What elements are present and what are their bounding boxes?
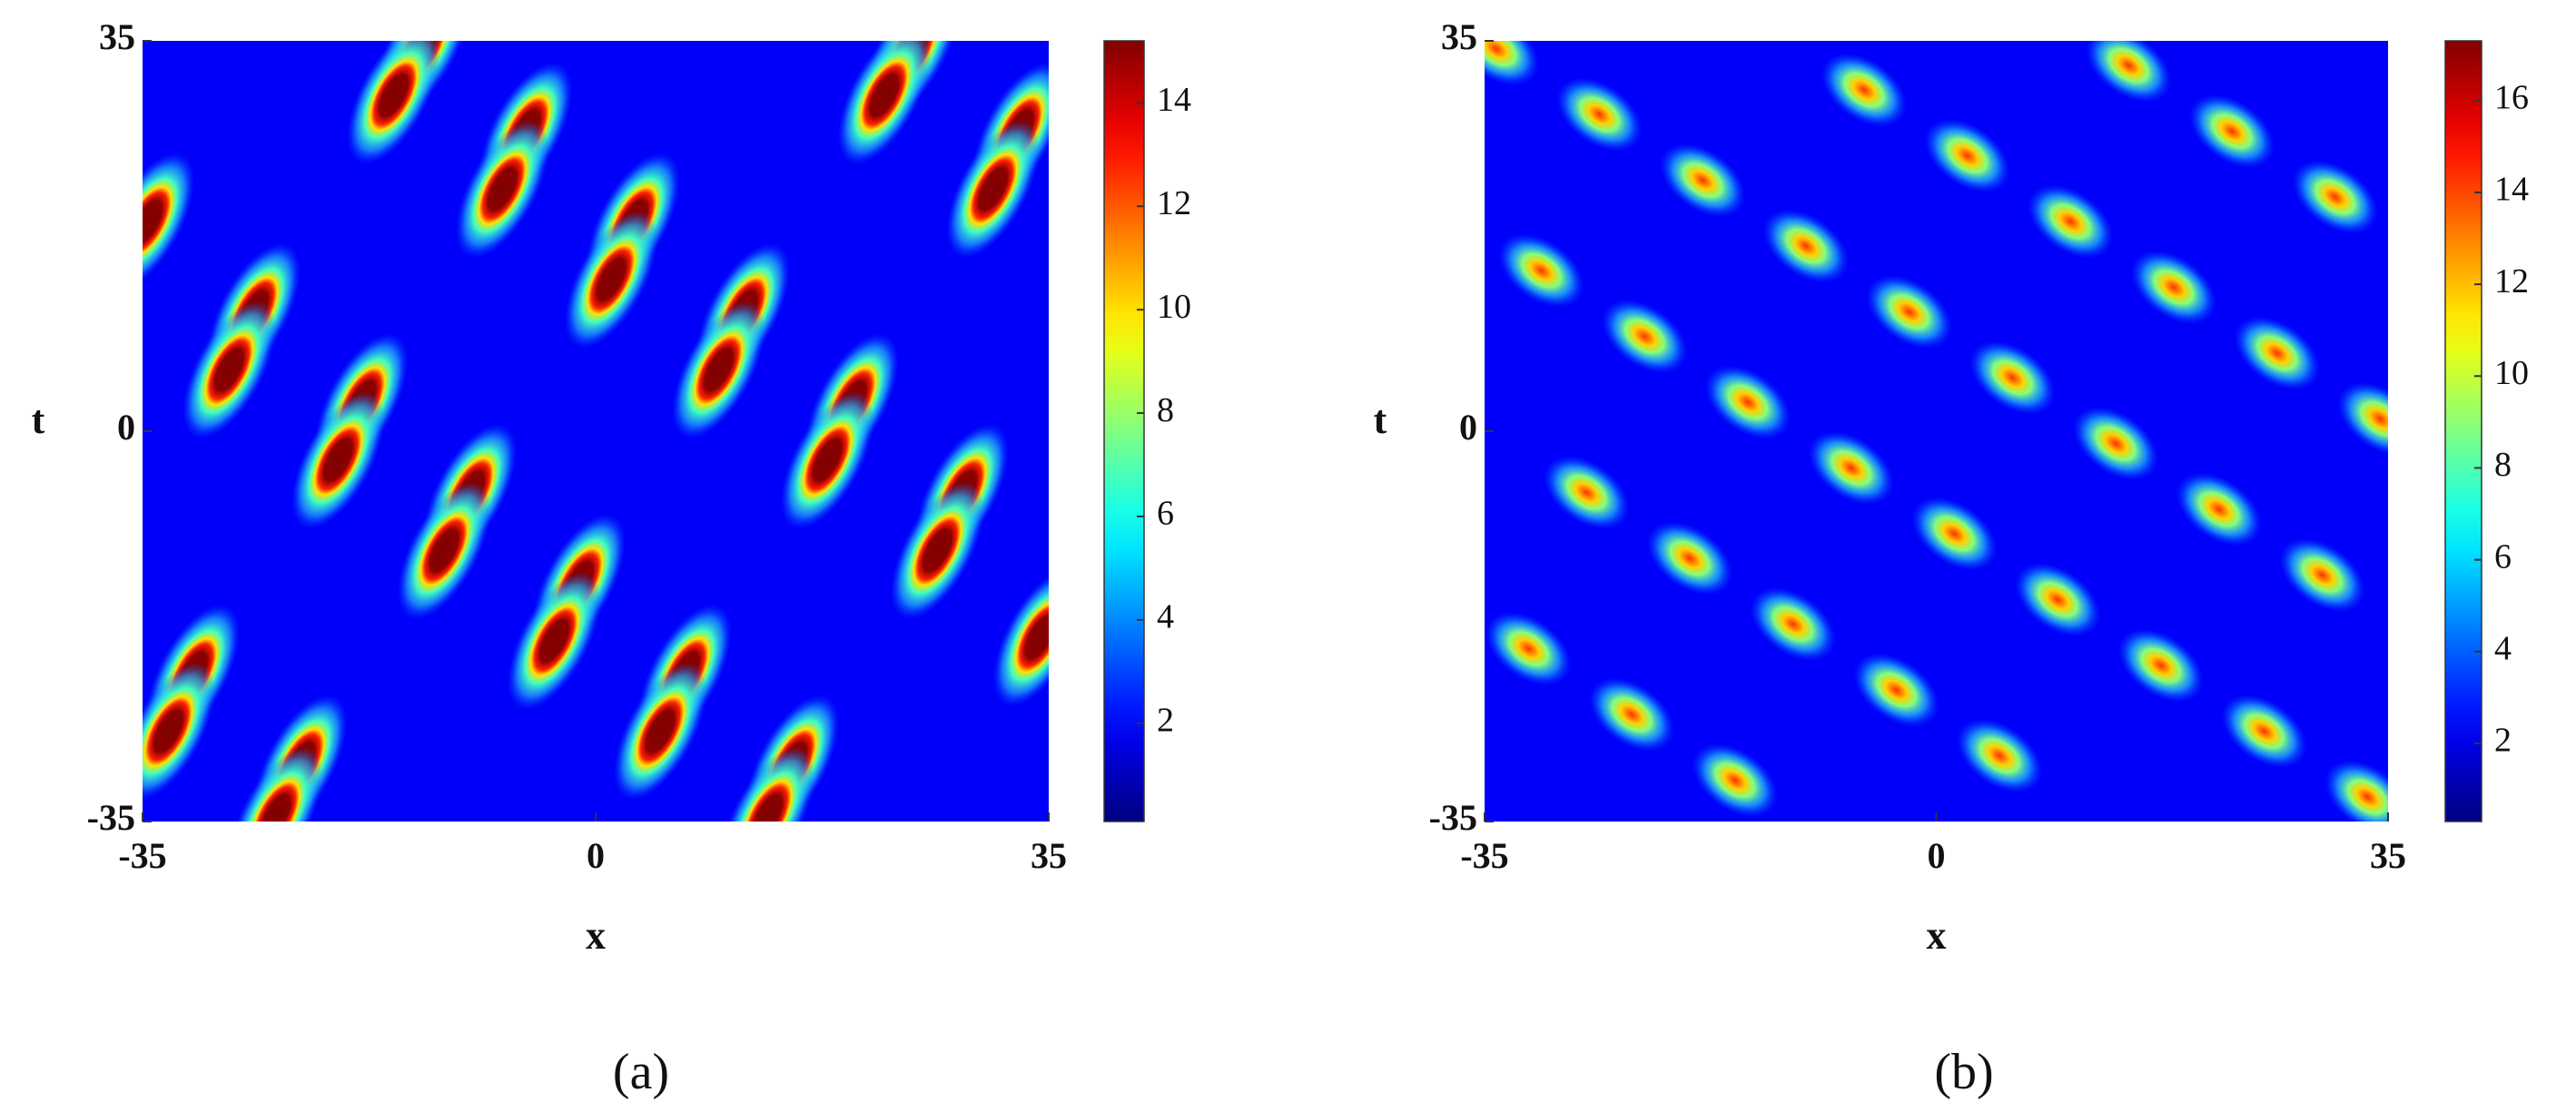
peak — [1544, 455, 1630, 530]
peak — [1498, 233, 1584, 308]
peak — [837, 41, 932, 165]
peak — [2279, 537, 2365, 613]
y-tick-label: 35 — [1441, 16, 1477, 57]
peak — [721, 746, 814, 822]
colorbar — [2444, 40, 2482, 822]
colorbar-tick-label: 12 — [1157, 184, 1191, 222]
x-tick-label: -35 — [1460, 835, 1508, 876]
peak — [1704, 365, 1791, 439]
x-tick-label: 35 — [1031, 835, 1067, 876]
y-tick-label: -35 — [1429, 797, 1477, 838]
peak — [1646, 521, 1733, 595]
peak — [1602, 299, 1688, 374]
colorbar-tick-label: 4 — [1157, 598, 1174, 636]
peak — [1556, 77, 1643, 152]
panel: -35 0 35 -35 0 35 x t (a) 2 4 6 8 10 12 14 — [32, 16, 1191, 1100]
peak — [1808, 430, 1894, 506]
x-tick-label: 0 — [587, 835, 605, 876]
peak — [1588, 677, 1675, 752]
peak — [1866, 274, 1952, 349]
peak — [1969, 340, 2056, 415]
colorbar-tick-label: 6 — [1157, 495, 1174, 533]
y-axis-label: t — [32, 398, 45, 442]
peak — [347, 41, 440, 165]
peak — [672, 300, 765, 439]
peak — [2337, 381, 2388, 457]
peak — [613, 662, 707, 801]
peak — [397, 481, 491, 620]
peak — [1485, 41, 1540, 86]
colorbar-tick-label: 8 — [1157, 391, 1174, 429]
peak — [2014, 562, 2101, 637]
peak — [1911, 497, 1998, 571]
colorbar-tick-label: 16 — [2494, 78, 2529, 116]
peak — [1762, 209, 1850, 283]
panel-label: (a) — [613, 1044, 669, 1100]
peak — [2130, 250, 2217, 325]
peak — [1485, 611, 1572, 686]
colorbar-tick-label: 6 — [2494, 537, 2512, 576]
peak — [2072, 406, 2159, 481]
heatmap — [143, 41, 1049, 822]
colorbar-tick-label: 8 — [2494, 446, 2512, 484]
colorbar — [1103, 40, 1145, 822]
peak — [1956, 718, 2043, 793]
colorbar-tick-label: 2 — [1157, 702, 1174, 740]
peak — [183, 300, 276, 439]
peak — [1853, 653, 1939, 727]
peak — [992, 568, 1049, 707]
peak — [891, 481, 984, 620]
peak — [2234, 316, 2320, 390]
peak — [946, 120, 1040, 259]
colorbar-tick-label: 4 — [2494, 630, 2512, 668]
peak — [2028, 184, 2114, 259]
peak — [1660, 143, 1746, 218]
peak — [1692, 743, 1778, 818]
y-tick-label: 0 — [1459, 407, 1477, 448]
colorbar-tick-label: 10 — [2494, 354, 2529, 392]
heatmap — [1485, 41, 2388, 822]
y-axis-label: t — [1374, 398, 1387, 442]
panel: -35 0 35 -35 0 35 x t (b) 2 4 6 8 10 12 14 16 — [1374, 16, 2529, 1100]
peak — [1821, 53, 1908, 127]
peak — [2086, 41, 2172, 103]
peak — [456, 120, 549, 259]
y-tick-label: 0 — [117, 407, 135, 448]
peak — [2188, 93, 2275, 169]
peak — [2292, 160, 2378, 234]
x-tick-label: -35 — [118, 835, 166, 876]
peak — [2221, 694, 2307, 769]
heatmap-background — [143, 41, 1049, 822]
peak — [2324, 760, 2388, 822]
peak — [1750, 586, 1836, 662]
y-tick-label: -35 — [87, 797, 135, 838]
peak — [2117, 628, 2205, 703]
x-tick-label: 35 — [2370, 835, 2406, 876]
y-tick-label: 35 — [99, 16, 135, 57]
peak — [2176, 472, 2263, 546]
peak — [1924, 118, 2010, 193]
x-tick-label: 0 — [1928, 835, 1946, 876]
peak — [143, 662, 215, 801]
colorbar-tick-label: 12 — [2494, 262, 2529, 300]
x-axis-label: x — [1927, 913, 1947, 958]
x-axis-label: x — [586, 913, 606, 958]
peak — [143, 153, 194, 290]
colorbar-tick-label: 2 — [2494, 722, 2512, 760]
panel-label: (b) — [1934, 1044, 1993, 1100]
colorbar-tick-label: 14 — [2494, 171, 2529, 209]
peak — [508, 572, 601, 710]
peak — [564, 211, 658, 349]
peak — [780, 391, 874, 529]
colorbar-tick-label: 10 — [1157, 288, 1191, 326]
peak — [291, 391, 385, 529]
colorbar-tick-label: 14 — [1157, 81, 1191, 119]
peak — [229, 746, 323, 822]
